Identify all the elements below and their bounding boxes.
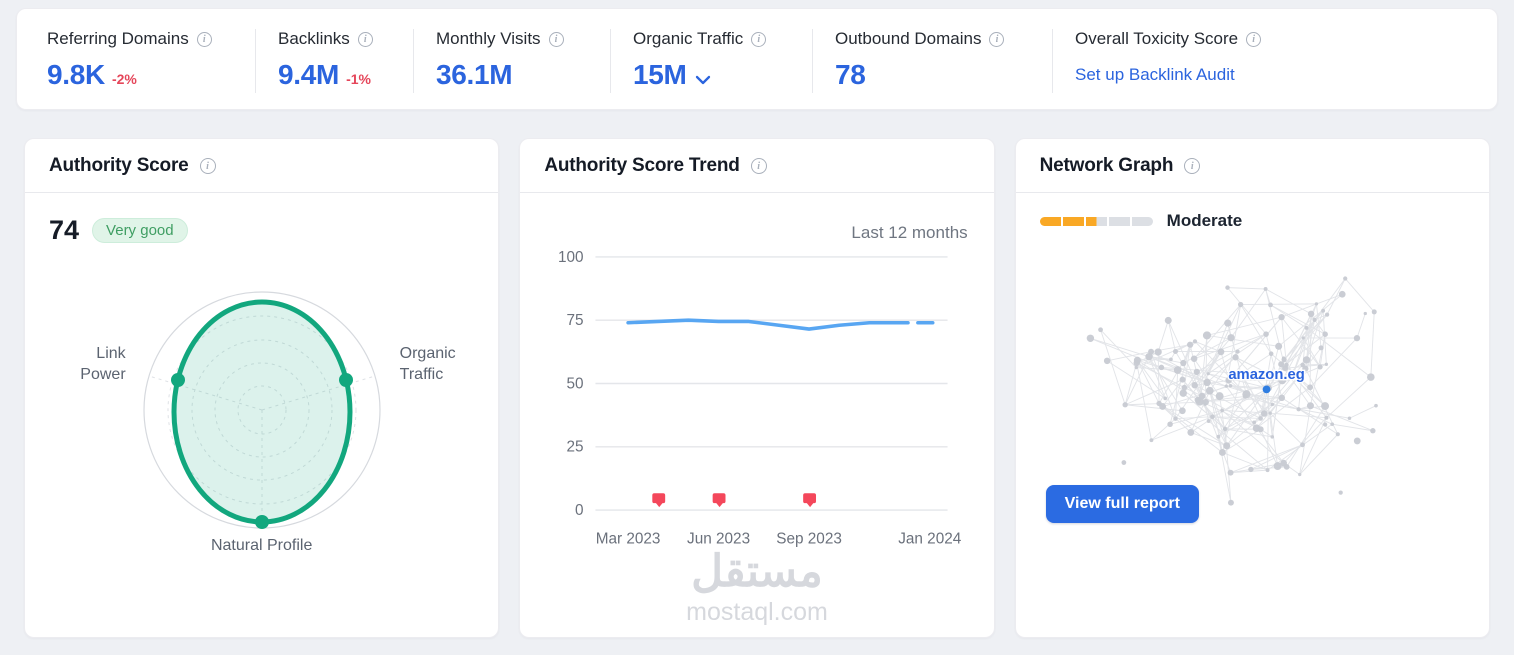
meter-segment — [1108, 216, 1130, 226]
metric-outbound-domains: Outbound Domains i 78 — [812, 29, 1052, 93]
change-flag-icon[interactable] — [803, 493, 817, 508]
authority-score-value: 74 — [49, 215, 80, 245]
card-header: Authority Score i — [25, 139, 499, 193]
score-rating-badge: Very good — [92, 218, 188, 243]
metric-referring-domains: Referring Domains i 9.8K -2% — [17, 29, 255, 93]
info-icon[interactable]: i — [199, 158, 216, 174]
authority-score-trend-chart: 100 75 50 25 0 Mar 2023 Jun 2023 Sep 2023 Jan 20… — [558, 249, 963, 548]
cards-row: Authority Score i 74 Very good — [24, 138, 1490, 638]
meter-segment — [1085, 216, 1107, 226]
svg-text:100: 100 — [558, 249, 584, 266]
radar-axis-organic-traffic: Organic Traffic — [399, 345, 456, 383]
radar-vertex-link-power — [170, 373, 185, 387]
change-flag-icon[interactable] — [652, 493, 666, 508]
metric-organic-traffic: Organic Traffic i 15M — [610, 29, 812, 93]
svg-text:Sep 2023: Sep 2023 — [777, 531, 843, 548]
info-icon[interactable]: i — [751, 31, 767, 47]
trend-body: Last 12 months 100 75 50 25 0 Mar 2023 Jun 202… — [520, 193, 993, 559]
card-title: Authority Score — [49, 155, 189, 176]
network-graph-card: Network Graph i Moderate — [1014, 138, 1490, 638]
metric-monthly-visits: Monthly Visits i 36.1M — [413, 29, 610, 93]
svg-text:Jun 2023: Jun 2023 — [687, 531, 750, 548]
info-icon[interactable]: i — [196, 31, 212, 47]
info-icon[interactable]: i — [1184, 158, 1201, 174]
meter-segment — [1039, 216, 1061, 226]
setup-backlink-audit-link[interactable]: Set up Backlink Audit — [1075, 65, 1235, 84]
metric-label: Backlinks — [278, 29, 350, 48]
metric-label: Outbound Domains — [835, 29, 982, 48]
metric-value: 78 — [835, 59, 866, 90]
trend-range-label: Last 12 months — [851, 223, 968, 242]
metric-delta: -2% — [111, 71, 137, 87]
radar-axis-link-power: Link Power — [80, 345, 126, 383]
info-icon[interactable]: i — [750, 158, 767, 174]
authority-score-card: Authority Score i 74 Very good — [24, 138, 500, 638]
metrics-bar: Referring Domains i 9.8K -2% Backlinks i… — [16, 8, 1498, 110]
metric-label: Monthly Visits — [436, 29, 541, 48]
metric-backlinks: Backlinks i 9.4M -1% — [255, 29, 413, 93]
card-header: Network Graph i — [1015, 139, 1489, 193]
svg-text:0: 0 — [575, 502, 584, 519]
meter-segment — [1062, 216, 1084, 226]
svg-text:50: 50 — [567, 375, 584, 392]
card-title: Authority Score Trend — [544, 155, 740, 176]
metric-value: 15M — [633, 59, 687, 90]
network-nodes — [1086, 276, 1378, 506]
svg-text:Jan 2024: Jan 2024 — [899, 531, 963, 548]
metric-value: 36.1M — [436, 59, 513, 90]
card-header: Authority Score Trend i — [520, 139, 994, 193]
metric-delta: -1% — [346, 71, 371, 87]
toxicity-meter-row: Moderate — [1039, 211, 1465, 231]
organic-traffic-dropdown[interactable]: 15M — [633, 61, 711, 89]
network-body: Moderate amazon.eg View full report — [1016, 193, 1489, 549]
radar-canvas — [143, 291, 381, 529]
meter-segment — [1131, 216, 1153, 226]
metric-label: Referring Domains — [47, 29, 189, 48]
svg-text:Mar 2023: Mar 2023 — [596, 531, 661, 548]
metric-label: Organic Traffic — [633, 29, 744, 48]
authority-score-trend-card: Authority Score Trend i Last 12 months 1… — [519, 138, 995, 638]
radar-vertex-organic-traffic — [338, 373, 353, 387]
amazon-node[interactable] — [1262, 385, 1271, 394]
chevron-down-icon — [695, 75, 710, 85]
radar-vertex-natural-profile — [254, 515, 269, 529]
metric-overall-toxicity: Overall Toxicity Score i Set up Backlink… — [1052, 29, 1497, 93]
card-title: Network Graph — [1039, 155, 1174, 176]
authority-score-body: 74 Very good — [25, 193, 498, 590]
view-full-report-button[interactable]: View full report — [1045, 485, 1199, 524]
svg-text:25: 25 — [567, 439, 584, 456]
info-icon[interactable]: i — [1246, 31, 1262, 47]
info-icon[interactable]: i — [548, 31, 564, 47]
metric-value: 9.8K — [47, 59, 105, 90]
radar-axis-natural-profile: Natural Profile — [210, 537, 313, 554]
info-icon[interactable]: i — [989, 31, 1005, 47]
change-flag-icon[interactable] — [712, 493, 726, 508]
metric-value: 9.4M — [278, 59, 340, 90]
info-icon[interactable]: i — [357, 31, 373, 47]
toxicity-meter — [1039, 216, 1153, 226]
network-node-label[interactable]: amazon.eg — [1227, 366, 1306, 385]
svg-text:75: 75 — [567, 312, 584, 329]
toxicity-level-label: Moderate — [1166, 211, 1243, 230]
network-graph-canvas: amazon.eg — [1086, 276, 1378, 506]
metric-label: Overall Toxicity Score — [1075, 29, 1239, 48]
authority-radar-chart: Link Power Organic Traffic Natural Profi… — [49, 260, 474, 590]
